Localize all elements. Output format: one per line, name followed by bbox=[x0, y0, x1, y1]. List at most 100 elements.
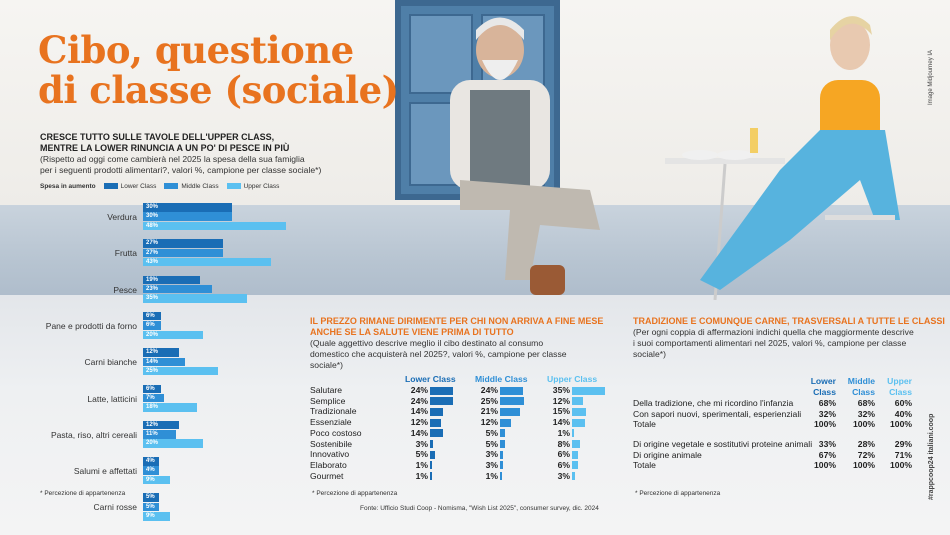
bar-upper-class: 20% bbox=[143, 330, 203, 339]
left-heading-1: CRESCE TUTTO SULLE TAVOLE DELL'UPPER CLA… bbox=[40, 132, 275, 142]
value-bar bbox=[430, 407, 444, 416]
title-line-2: di classe (sociale) bbox=[38, 68, 399, 112]
bar-upper-class: 48% bbox=[143, 221, 287, 231]
row-label: Totale bbox=[633, 460, 656, 471]
value-bar bbox=[500, 429, 505, 438]
bar-upper-class: 20% bbox=[143, 439, 203, 448]
value-bar bbox=[500, 397, 524, 406]
value: 25% bbox=[480, 395, 498, 406]
source-note: Fonte: Ufficio Studi Coop - Nomisma, "Wi… bbox=[360, 505, 599, 512]
value: 3% bbox=[557, 470, 570, 481]
value: 14% bbox=[410, 406, 428, 417]
bar-middle-class: 7% bbox=[143, 393, 164, 403]
bar-lower-class: 5% bbox=[143, 493, 159, 502]
middle-sub-3: sociale*) bbox=[310, 360, 343, 370]
bar-middle-class: 11% bbox=[143, 430, 176, 439]
value-bar bbox=[500, 386, 523, 395]
value-bar bbox=[572, 429, 574, 438]
value: 5% bbox=[485, 427, 498, 438]
column-header-bottom: Class bbox=[889, 387, 912, 397]
bar-middle-class: 6% bbox=[143, 321, 161, 330]
illustration-man bbox=[450, 17, 600, 295]
row-label: Della tradizione, che mi ricordino l'inf… bbox=[633, 398, 794, 408]
value: 21% bbox=[480, 406, 498, 417]
value: 32% bbox=[818, 408, 836, 419]
left-chart-header: CRESCE TUTTO SULLE TAVOLE DELL'UPPER CLA… bbox=[40, 132, 321, 176]
value: 67% bbox=[818, 449, 836, 460]
value: 1% bbox=[415, 470, 428, 481]
value-bar bbox=[500, 450, 503, 459]
middle-sub-2: domestico che acquisterà nel 2025?, valo… bbox=[310, 349, 567, 359]
title-line-1: Cibo, questione bbox=[38, 28, 354, 72]
value: 29% bbox=[894, 439, 912, 449]
row-label: Di origine vegetale e sostitutivi protei… bbox=[633, 439, 813, 449]
value: 12% bbox=[552, 395, 570, 406]
value: 100% bbox=[890, 460, 912, 471]
value: 100% bbox=[814, 419, 836, 430]
value: 68% bbox=[857, 398, 875, 408]
value-bar bbox=[572, 450, 578, 459]
left-subtitle-1: (Rispetto ad oggi come cambierà nel 2025… bbox=[40, 154, 305, 164]
value-bar bbox=[572, 397, 584, 406]
value: 33% bbox=[818, 439, 836, 449]
value: 28% bbox=[857, 439, 875, 449]
right-sub-1: (Per ogni coppia di affermazioni indichi… bbox=[633, 327, 914, 337]
value: 12% bbox=[410, 417, 428, 428]
value-bar bbox=[572, 461, 578, 470]
value: 24% bbox=[480, 385, 498, 395]
category-label: Carni bianche bbox=[84, 357, 137, 368]
middle-header: IL PREZZO RIMANE DIRIMENTE PER CHI NON A… bbox=[310, 316, 603, 371]
value: 100% bbox=[853, 460, 875, 471]
row-label: Elaborato bbox=[310, 459, 347, 470]
category-label: Pane e prodotti da forno bbox=[45, 320, 137, 331]
illustration-woman bbox=[665, 16, 900, 300]
row-label: Con sapori nuovi, sperimentali, esperien… bbox=[633, 408, 802, 419]
row-label: Essenziale bbox=[310, 417, 352, 428]
bar-lower-class: 27% bbox=[143, 239, 224, 248]
column-header-bottom: Class bbox=[813, 387, 836, 397]
row-label: Tradizionale bbox=[310, 406, 357, 417]
value-bar bbox=[572, 418, 586, 427]
value: 68% bbox=[818, 398, 836, 408]
side-tag: #rappcoop24 italiani.coop bbox=[928, 413, 935, 500]
column-header: Lower Class bbox=[405, 374, 456, 384]
legend-upper: Upper Class bbox=[226, 183, 279, 190]
left-heading-2: MENTRE LA LOWER RINUNCIA A UN PO' DI PES… bbox=[40, 143, 290, 153]
image-credit: Image Midjourney IA bbox=[928, 49, 934, 105]
value: 24% bbox=[410, 385, 428, 395]
value: 71% bbox=[894, 449, 912, 460]
value: 100% bbox=[853, 419, 875, 430]
bar-upper-class: 9% bbox=[143, 512, 170, 521]
bar-lower-class: 6% bbox=[143, 311, 161, 321]
value-bar bbox=[430, 450, 435, 459]
value-bar bbox=[430, 461, 432, 470]
bar-upper-class: 35% bbox=[143, 294, 248, 303]
value: 14% bbox=[552, 417, 570, 428]
value: 100% bbox=[814, 460, 836, 471]
middle-heading-1: IL PREZZO RIMANE DIRIMENTE PER CHI NON A… bbox=[310, 316, 604, 326]
page-title: Cibo, questione di classe (sociale) bbox=[38, 30, 399, 110]
bar-upper-class: 9% bbox=[143, 475, 170, 485]
bar-middle-class: 27% bbox=[143, 248, 224, 258]
value: 1% bbox=[415, 459, 428, 470]
value-bar bbox=[572, 472, 575, 481]
row-label: Semplice bbox=[310, 395, 346, 406]
value: 6% bbox=[557, 459, 570, 470]
legend-middle: Middle Class bbox=[164, 183, 219, 190]
value: 72% bbox=[857, 449, 875, 460]
value-bar bbox=[430, 472, 432, 481]
value-bar bbox=[500, 461, 503, 470]
left-subtitle-2: per i seguenti prodotti alimentari?, val… bbox=[40, 165, 322, 175]
value: 3% bbox=[485, 449, 498, 460]
value: 24% bbox=[410, 395, 428, 406]
bar-lower-class: 4% bbox=[143, 457, 159, 466]
value: 100% bbox=[890, 419, 912, 430]
right-heading: TRADIZIONE E COMUNQUE CARNE, TRASVERSALI… bbox=[633, 316, 945, 326]
value: 60% bbox=[894, 398, 912, 408]
value: 3% bbox=[485, 459, 498, 470]
bar-middle-class: 23% bbox=[143, 284, 212, 294]
value-bar bbox=[430, 440, 433, 448]
value: 3% bbox=[415, 438, 428, 449]
value: 6% bbox=[557, 449, 570, 460]
value-bar bbox=[500, 440, 505, 448]
